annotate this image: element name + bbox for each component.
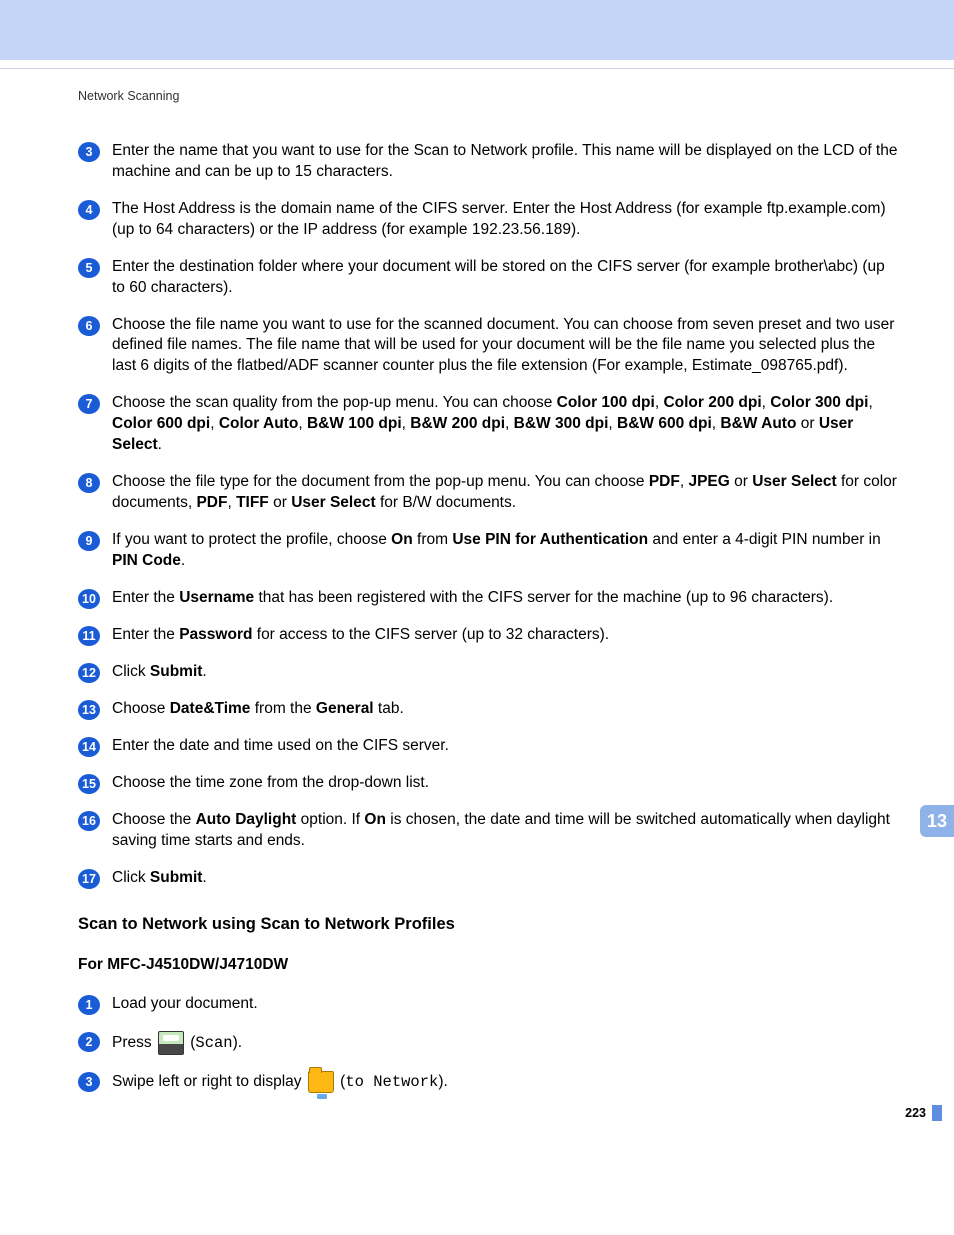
step-text: Choose Date&Time from the General tab. (112, 699, 899, 720)
step-number-badge: 17 (78, 869, 100, 889)
step-text: Choose the file type for the document fr… (112, 472, 899, 514)
folder-network-icon (308, 1071, 334, 1093)
step-number-badge: 15 (78, 774, 100, 794)
chapter-tab[interactable]: 13 (920, 805, 954, 837)
step-number-badge: 2 (78, 1032, 100, 1052)
step-text: Enter the Username that has been registe… (112, 588, 899, 609)
step-number-badge: 3 (78, 142, 100, 162)
step-number-badge: 12 (78, 663, 100, 683)
step-number-badge: 11 (78, 626, 100, 646)
step-text: If you want to protect the profile, choo… (112, 530, 899, 572)
list-a-step: 17 Click Submit. (78, 868, 899, 889)
step-number-badge: 13 (78, 700, 100, 720)
list-a-step: 5 Enter the destination folder where your… (78, 257, 899, 299)
step-number-badge: 5 (78, 258, 100, 278)
list-a-step: 15 Choose the time zone from the drop-dow… (78, 773, 899, 794)
step-number-badge: 7 (78, 394, 100, 414)
step-number-badge: 10 (78, 589, 100, 609)
step-text: Choose the Auto Daylight option. If On i… (112, 810, 899, 852)
list-b-step: 2 Press (Scan). (78, 1031, 899, 1055)
step-text: Choose the scan quality from the pop-up … (112, 393, 899, 456)
step-text: Choose the file name you want to use for… (112, 315, 899, 378)
step-text: Click Submit. (112, 868, 899, 889)
step-text: Press (Scan). (112, 1031, 899, 1055)
scan-icon (158, 1031, 184, 1055)
list-a-step: 4 The Host Address is the domain name of … (78, 199, 899, 241)
page-number: 223 (905, 1106, 926, 1120)
step-text: Enter the destination folder where your … (112, 257, 899, 299)
list-a-step: 3 Enter the name that you want to use for… (78, 141, 899, 183)
page-accent (932, 1105, 942, 1121)
step-number-badge: 16 (78, 811, 100, 831)
step-text: Load your document. (112, 994, 899, 1015)
step-text: Swipe left or right to display (to Netwo… (112, 1071, 899, 1093)
step-number-badge: 8 (78, 473, 100, 493)
subheading-model: For MFC-J4510DW/J4710DW (78, 956, 899, 974)
step-text: Click Submit. (112, 662, 899, 683)
list-a-step: 7 Choose the scan quality from the pop-up… (78, 393, 899, 456)
step-text: The Host Address is the domain name of t… (112, 199, 899, 241)
list-b-step: 1 Load your document. (78, 994, 899, 1015)
list-a-step: 10 Enter the Username that has been regis… (78, 588, 899, 609)
list-a-step: 9 If you want to protect the profile, cho… (78, 530, 899, 572)
list-a-step: 13 Choose Date&Time from the General tab. (78, 699, 899, 720)
subheading-scan-to-network: Scan to Network using Scan to Network Pr… (78, 915, 899, 934)
list-a-step: 14 Enter the date and time used on the CI… (78, 736, 899, 757)
step-text: Enter the name that you want to use for … (112, 141, 899, 183)
list-a-step: 6 Choose the file name you want to use fo… (78, 315, 899, 378)
list-a-step: 12 Click Submit. (78, 662, 899, 683)
page-footer: 223 (905, 1105, 942, 1121)
step-number-badge: 14 (78, 737, 100, 757)
list-a-step: 11 Enter the Password for access to the C… (78, 625, 899, 646)
step-text: Enter the Password for access to the CIF… (112, 625, 899, 646)
step-number-badge: 3 (78, 1072, 100, 1092)
step-number-badge: 6 (78, 316, 100, 336)
step-text: Enter the date and time used on the CIFS… (112, 736, 899, 757)
section-label: Network Scanning (78, 89, 899, 103)
list-b-step: 3 Swipe left or right to display (to Netw… (78, 1071, 899, 1093)
list-a-step: 16 Choose the Auto Daylight option. If On… (78, 810, 899, 852)
step-text: Choose the time zone from the drop-down … (112, 773, 899, 794)
header-banner (0, 0, 954, 60)
step-number-badge: 1 (78, 995, 100, 1015)
list-a-step: 8 Choose the file type for the document f… (78, 472, 899, 514)
step-number-badge: 4 (78, 200, 100, 220)
step-number-badge: 9 (78, 531, 100, 551)
